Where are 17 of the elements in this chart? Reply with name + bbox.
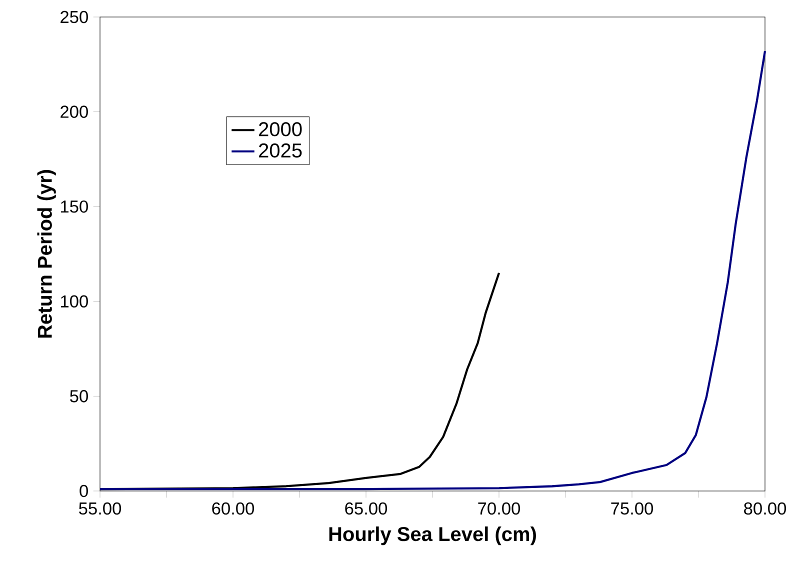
- x-tick-label: 75.00: [611, 502, 654, 515]
- y-tick-label: 200: [60, 106, 88, 118]
- x-tick-label: 65.00: [345, 502, 388, 515]
- y-tick-label: 150: [61, 200, 88, 213]
- legend-label: 2000: [259, 122, 302, 136]
- y-tick-label: 250: [60, 10, 88, 24]
- y-tick-label: 100: [61, 295, 88, 308]
- x-tick-label: 55.00: [79, 502, 122, 515]
- legend-label: 2025: [259, 143, 302, 158]
- y-axis-title: Return Period (yr): [37, 170, 56, 338]
- x-tick-label: 60.00: [212, 502, 254, 515]
- y-tick-label: 50: [70, 390, 88, 402]
- line-series: [98, 50, 766, 490]
- y-tick-label: 0: [80, 484, 88, 498]
- x-tick-label: 70.00: [478, 502, 520, 515]
- x-axis-title: Hourly Sea Level (cm): [329, 526, 536, 546]
- x-tick-label: 80.00: [744, 502, 786, 515]
